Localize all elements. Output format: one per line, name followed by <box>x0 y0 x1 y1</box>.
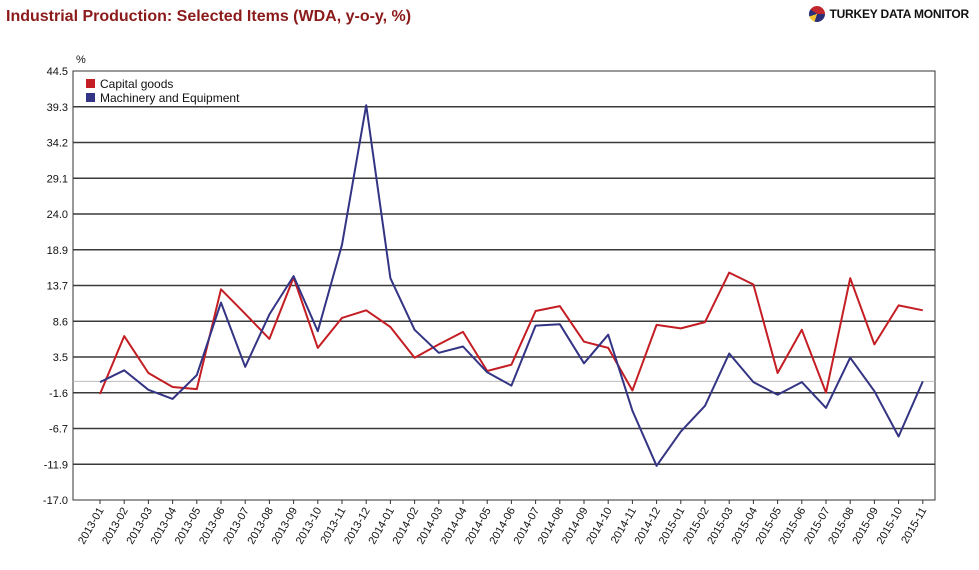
y-tick-label: -11.9 <box>44 459 68 471</box>
y-tick-label: 18.9 <box>47 245 68 257</box>
y-tick-label: 44.5 <box>47 66 68 78</box>
y-tick-label: -1.6 <box>49 388 68 400</box>
y-tick-label: 8.6 <box>53 316 68 328</box>
y-tick-label: 13.7 <box>47 281 68 293</box>
brand-name: TURKEY DATA MONITOR <box>829 7 969 21</box>
y-tick-label: -17.0 <box>43 495 68 507</box>
legend-swatch <box>86 93 95 102</box>
legend-label: Capital goods <box>100 77 173 91</box>
brand-logo: TURKEY DATA MONITOR <box>809 6 969 22</box>
legend-swatch <box>86 79 95 88</box>
legend-label: Machinery and Equipment <box>100 91 240 105</box>
series-line-machinery-equipment <box>99 104 924 467</box>
y-tick-label: 29.1 <box>47 173 68 185</box>
y-tick-label: 39.3 <box>47 102 68 114</box>
y-tick-label: 3.5 <box>53 352 68 364</box>
y-tick-label: 34.2 <box>47 138 68 150</box>
y-tick-label: -6.7 <box>49 424 68 436</box>
y-axis-unit-label: % <box>76 54 86 66</box>
y-tick-label: 24.0 <box>47 209 68 221</box>
chart-title: Industrial Production: Selected Items (W… <box>6 8 412 25</box>
pie-logo-icon <box>809 6 826 22</box>
series-line-capital-goods <box>99 271 923 395</box>
